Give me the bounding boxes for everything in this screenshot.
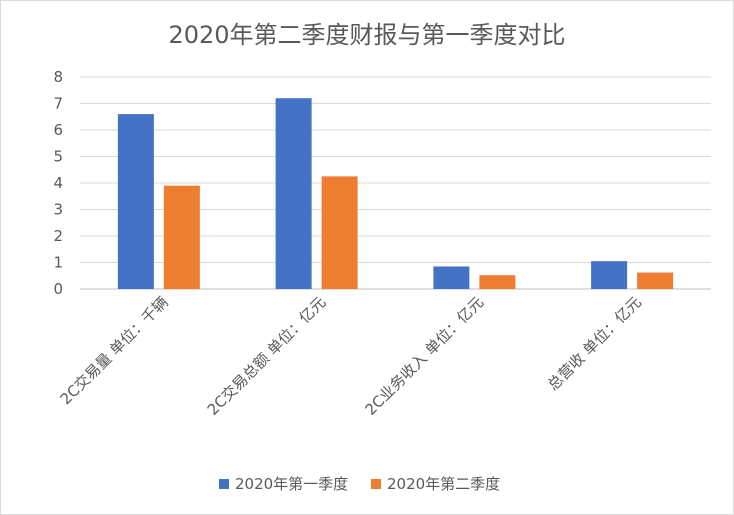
y-tick-label: 4: [53, 174, 63, 192]
bar-q1-3: [591, 261, 628, 289]
bar-q1-1: [275, 98, 312, 289]
y-tick-label: 3: [53, 201, 63, 219]
legend-label: 2020年第二季度: [387, 475, 500, 493]
legend-swatch: [219, 479, 229, 489]
y-tick-label: 0: [53, 280, 63, 298]
y-tick-label: 8: [53, 68, 63, 86]
bars: [117, 98, 674, 289]
bar-q1-0: [117, 114, 154, 289]
y-tick-label: 1: [53, 254, 63, 272]
x-category-label: 2C交易量 单位：千辆: [57, 293, 172, 408]
x-category-label: 2C交易总额 单位：亿元: [204, 293, 330, 419]
bar-q2-2: [479, 275, 516, 289]
bar-q2-1: [321, 176, 358, 289]
bar-q2-3: [637, 272, 674, 289]
y-tick-label: 5: [53, 148, 63, 166]
bar-q1-2: [433, 266, 470, 289]
chart-title: 2020年第二季度财报与第一季度对比: [168, 21, 565, 49]
x-axis-labels: 2C交易量 单位：千辆 2C交易总额 单位：亿元 2C业务收入 单位：亿元 总营收 单…: [57, 293, 645, 419]
legend-swatch: [371, 479, 381, 489]
x-category-label: 2C业务收入 单位：亿元: [361, 293, 487, 419]
legend: 2020年第一季度 2020年第二季度: [219, 475, 500, 493]
x-category-label: 总营收 单位：亿元: [544, 293, 645, 394]
y-tick-label: 7: [53, 95, 63, 113]
y-axis-ticks: 0 1 2 3 4 5 6 7 8: [53, 68, 63, 298]
y-tick-label: 6: [53, 121, 63, 139]
y-tick-label: 2: [53, 227, 63, 245]
bar-q2-0: [163, 185, 200, 289]
legend-label: 2020年第一季度: [235, 475, 348, 493]
